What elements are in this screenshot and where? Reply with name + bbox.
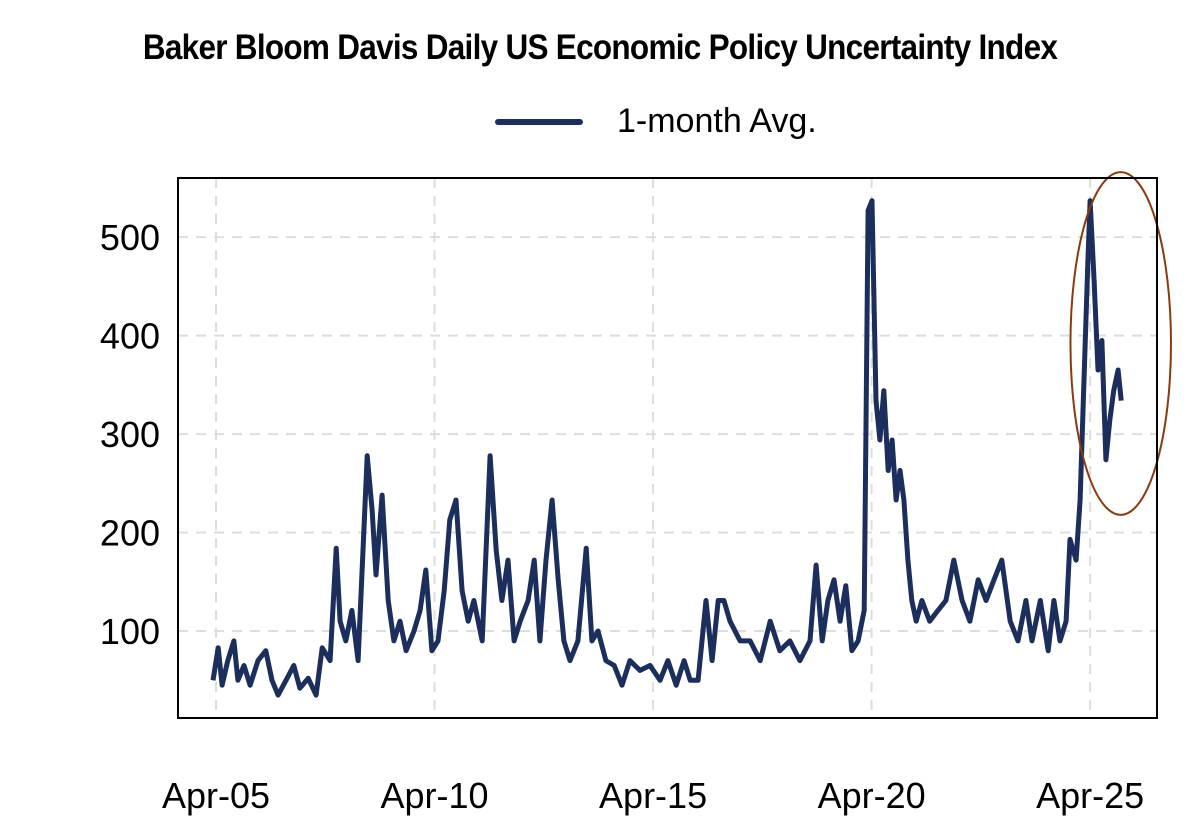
series-line-1-month-avg	[210, 198, 1124, 698]
series-layer	[210, 198, 1124, 698]
plot-frame	[177, 177, 1158, 719]
x-tick-label: Apr-15	[599, 775, 707, 816]
highlight-ellipse	[1069, 171, 1172, 516]
x-tick-label: Apr-20	[818, 775, 926, 816]
x-axis-ticks: Apr-05 Apr-10 Apr-15 Apr-20 Apr-25	[162, 775, 1144, 816]
legend-swatch-1-month-avg	[495, 118, 583, 125]
x-tick-label: Apr-05	[162, 775, 270, 816]
y-tick-label: 400	[100, 316, 160, 357]
gridlines	[178, 178, 1157, 718]
x-tick-label: Apr-10	[381, 775, 489, 816]
y-tick-label: 300	[100, 414, 160, 455]
chart-title: Baker Bloom Davis Daily US Economic Poli…	[142, 28, 1058, 67]
y-axis-ticks: 100 200 300 400 500	[100, 217, 160, 652]
y-tick-label: 200	[100, 513, 160, 554]
y-tick-label: 100	[100, 611, 160, 652]
legend-label: 1-month Avg.	[617, 102, 817, 140]
x-tick-label: Apr-25	[1036, 775, 1144, 816]
annotation-layer	[1069, 171, 1172, 516]
legend: 1-month Avg.	[495, 102, 817, 141]
y-tick-label: 500	[100, 217, 160, 258]
